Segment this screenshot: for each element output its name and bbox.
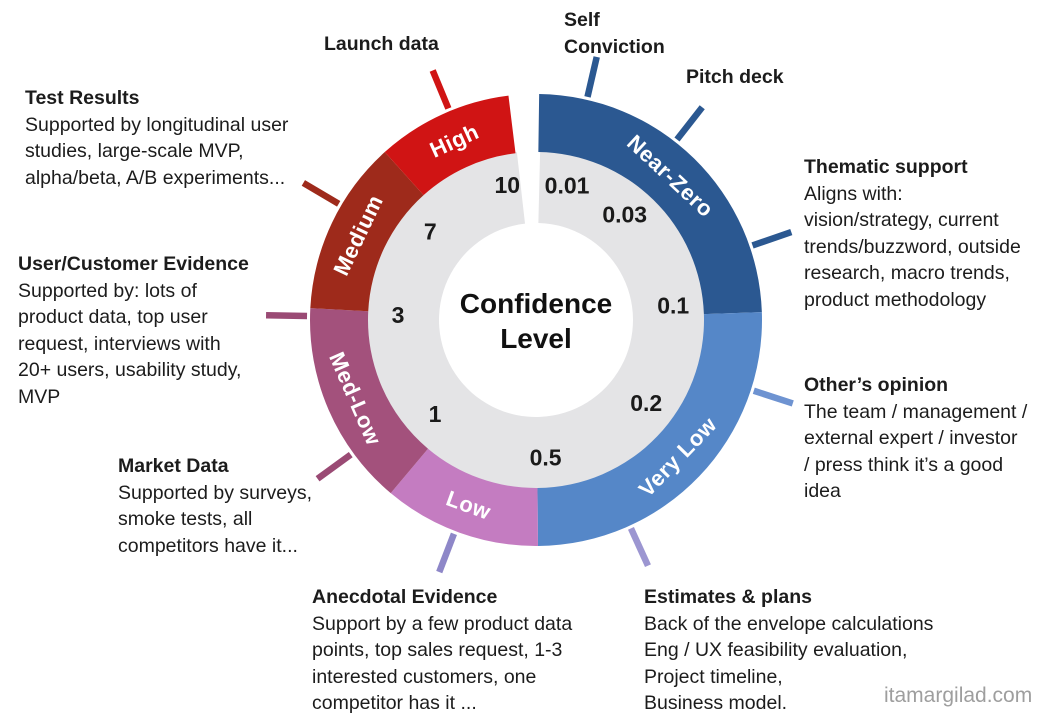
annotation-test-results: Test Results Supported by longitudinal u… bbox=[25, 85, 330, 191]
callout-tick-market-data bbox=[315, 451, 353, 482]
callout-tick-self-conviction bbox=[584, 56, 600, 98]
scale-value-0.2: 0.2 bbox=[630, 390, 662, 416]
annotation-heading: Market Data bbox=[118, 455, 229, 477]
annotation-heading: Test Results bbox=[25, 87, 140, 109]
scale-value-3: 3 bbox=[392, 302, 405, 328]
scale-value-7: 7 bbox=[424, 218, 437, 244]
annotation-heading: Estimates & plans bbox=[644, 586, 812, 608]
annotation-anecdotal-evidence: Anecdotal Evidence Support by a few prod… bbox=[312, 584, 627, 717]
annotation-heading: Launch data bbox=[324, 33, 439, 55]
scale-value-0.5: 0.5 bbox=[530, 445, 562, 471]
annotation-heading: Other’s opinion bbox=[804, 374, 949, 396]
annotation-thematic-support: Thematic support Aligns with: vision/str… bbox=[804, 154, 1059, 313]
segment-near-zero bbox=[538, 94, 762, 315]
segment-high bbox=[384, 95, 516, 196]
callout-tick-user-customer-evidence bbox=[265, 312, 308, 320]
segment-very-low bbox=[537, 312, 762, 546]
annotation-others-opinion: Other’s opinion The team / management / … bbox=[804, 372, 1044, 505]
watermark-link[interactable]: itamargilad.com bbox=[884, 684, 1033, 707]
scale-ring bbox=[366, 151, 705, 489]
annotation-heading: Self Conviction bbox=[564, 9, 665, 58]
scale-value-1: 1 bbox=[429, 401, 442, 427]
annotation-launch-data: Launch data bbox=[324, 31, 439, 58]
callout-tick-others-opinion bbox=[752, 387, 794, 407]
annotation-user-customer-evidence: User/Customer Evidence Supported by: lot… bbox=[18, 251, 288, 410]
chart-center-title: Confidence Level bbox=[460, 288, 612, 354]
annotation-body: Aligns with: vision/strategy, current tr… bbox=[804, 182, 1021, 311]
segment-med-low bbox=[309, 308, 429, 494]
annotation-estimates-plans: Estimates & plans Back of the envelope c… bbox=[644, 584, 979, 717]
annotation-body: The team / management / external expert … bbox=[804, 400, 1028, 503]
callout-tick-thematic-support bbox=[751, 229, 793, 249]
scale-value-10: 10 bbox=[495, 172, 521, 198]
scale-value-0.01: 0.01 bbox=[545, 173, 590, 199]
annotation-heading: User/Customer Evidence bbox=[18, 253, 249, 275]
segment-medium bbox=[310, 152, 424, 312]
callout-tick-launch-data bbox=[429, 69, 452, 110]
annotation-heading: Pitch deck bbox=[686, 66, 784, 88]
annotation-self-conviction: Self Conviction bbox=[564, 7, 665, 60]
annotation-market-data: Market Data Supported by surveys, smoke … bbox=[118, 453, 363, 559]
segment-low bbox=[390, 448, 538, 546]
annotation-heading: Anecdotal Evidence bbox=[312, 586, 498, 608]
callout-tick-pitch-deck bbox=[674, 105, 705, 142]
annotation-body: Supported by longitudinal user studies, … bbox=[25, 113, 289, 189]
scale-value-0.03: 0.03 bbox=[602, 201, 647, 227]
annotation-heading: Thematic support bbox=[804, 156, 968, 178]
annotation-body: Back of the envelope calculations Eng / … bbox=[644, 612, 934, 715]
annotation-body: Supported by surveys, smoke tests, all c… bbox=[118, 481, 313, 557]
callout-tick-test-results bbox=[301, 180, 341, 207]
annotation-body: Support by a few product data points, to… bbox=[312, 612, 573, 715]
callout-tick-estimates-plans bbox=[628, 527, 651, 568]
annotation-body: Supported by: lots of product data, top … bbox=[18, 279, 242, 408]
callout-tick-anecdotal-evidence bbox=[436, 532, 457, 574]
annotation-pitch-deck: Pitch deck bbox=[686, 64, 784, 91]
scale-value-0.1: 0.1 bbox=[657, 293, 689, 319]
